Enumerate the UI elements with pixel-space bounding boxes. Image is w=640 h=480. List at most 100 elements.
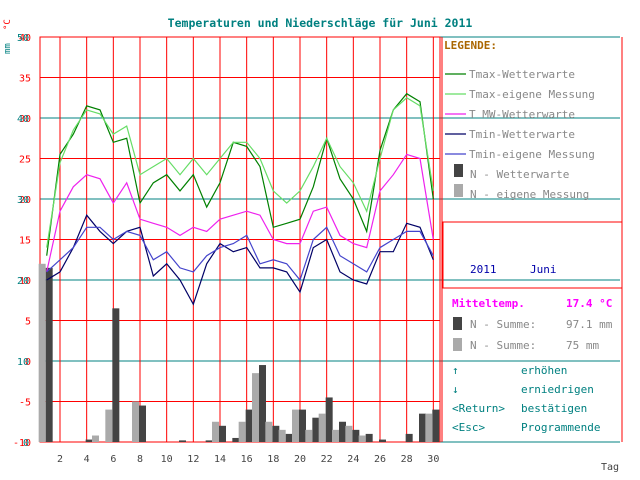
precip-bar — [325, 397, 333, 442]
precip-bar — [245, 409, 253, 442]
legend-item-label: Tmax-eigene Messung — [469, 88, 595, 101]
precip-bar — [92, 435, 99, 442]
precip-bar — [305, 429, 313, 442]
legend-item-label: Tmax-Wetterwarte — [469, 68, 575, 81]
sum2-swatch — [453, 338, 462, 351]
period-year: 2011 — [470, 263, 497, 276]
x-tick-label: 30 — [427, 454, 439, 465]
x-tick-label: 8 — [137, 454, 143, 465]
x-axis-label: Tag — [601, 462, 619, 473]
legend-item-label: N - eigene Messung — [470, 188, 589, 201]
precipitation-bars — [38, 263, 440, 442]
precip-bar — [299, 409, 306, 442]
precip-bar — [219, 425, 226, 442]
precip-bar — [105, 409, 113, 442]
precip-unit-label: mm — [3, 43, 13, 54]
x-tick-label: 6 — [110, 454, 116, 465]
precip-bar — [45, 267, 53, 442]
temp-tick-label: 10 — [19, 276, 31, 287]
precip-bar — [232, 437, 240, 442]
precip-bar — [205, 440, 213, 442]
x-tick-label: 26 — [374, 454, 386, 465]
precip-bar — [425, 413, 433, 442]
sum1-swatch — [453, 317, 462, 330]
x-tick-label: 4 — [84, 454, 90, 465]
control-action: bestätigen — [521, 402, 587, 415]
x-tick-label: 24 — [347, 454, 359, 465]
precip-bar — [212, 421, 219, 442]
precip-tick-label: 0 — [23, 438, 29, 449]
legend-item-label: Tmin-Wetterwarte — [469, 128, 575, 141]
x-tick-label: 12 — [187, 454, 199, 465]
temp-tick-label: 30 — [19, 114, 31, 125]
precip-tick-label: 30 — [17, 195, 29, 206]
legend-panel: LEGENDE: Tmax-Wetterwarte Tmax-eigene Mes… — [444, 39, 595, 201]
precip-bar — [272, 425, 280, 442]
legend-item-label: N - Wetterwarte — [470, 168, 569, 181]
precip-bar — [38, 263, 46, 442]
precip-bar — [265, 421, 273, 442]
precip-bar — [312, 417, 320, 442]
precip-bar — [292, 409, 299, 442]
precip-bar — [259, 365, 266, 442]
precip-sum-2-label: N - Summe: — [470, 339, 536, 352]
temp-tick-label: 35 — [19, 74, 31, 85]
control-key: <Return> — [452, 402, 505, 415]
control-key: <Esc> — [452, 421, 485, 434]
temperature-lines — [46, 92, 434, 306]
mean-temp-label: Mitteltemp. — [452, 297, 525, 310]
keyboard-controls: ↑ erhöhen ↓ erniedrigen <Return> bestätigen <E… — [452, 364, 600, 434]
precip-bar — [345, 425, 353, 442]
precip-sum-1-label: N - Summe: — [470, 318, 536, 331]
x-tick-label: 18 — [267, 454, 279, 465]
series-line — [46, 97, 434, 248]
legend-swatch — [454, 164, 463, 177]
precip-bar — [252, 373, 259, 442]
x-tick-label: 10 — [161, 454, 173, 465]
legend-swatch — [454, 184, 463, 197]
precip-bar — [339, 421, 346, 442]
precip-bar — [112, 308, 120, 442]
x-tick-label: 22 — [321, 454, 333, 465]
precip-tick-label: 40 — [17, 114, 29, 125]
precip-bar — [419, 413, 426, 442]
precip-bar — [365, 433, 373, 442]
precip-bar — [132, 401, 139, 442]
precip-bar — [139, 405, 146, 442]
precip-bar — [238, 421, 246, 442]
temp-tick-label: 25 — [19, 155, 31, 166]
legend-item-label: T MW-Wetterwarte — [469, 108, 575, 121]
precip-bar — [332, 429, 339, 442]
precip-tick-label: 20 — [17, 276, 29, 287]
control-action: erniedrigen — [521, 383, 594, 396]
x-tick-label: 28 — [401, 454, 413, 465]
series-line — [46, 153, 434, 273]
temp-tick-label: -5 — [19, 398, 31, 409]
x-tick-label: 20 — [294, 454, 306, 465]
stats-panel: Mitteltemp. 17.4 °C N - Summe: 97.1 mm N… — [452, 297, 613, 352]
control-key: ↑ — [452, 364, 459, 377]
control-action: erhöhen — [521, 364, 567, 377]
legend-heading: LEGENDE: — [444, 39, 497, 52]
period-box — [442, 221, 623, 289]
temp-tick-label: 40 — [19, 33, 31, 44]
precip-sum-2-value: 75 mm — [566, 339, 599, 352]
series-line — [46, 92, 434, 256]
control-key: ↓ — [452, 383, 459, 396]
precip-tick-label: 10 — [17, 357, 29, 368]
period-month: Juni — [530, 263, 557, 276]
temp-tick-label: 0 — [25, 357, 31, 368]
temp-unit-label: °C — [3, 19, 13, 30]
precip-tick-label: 50 — [17, 33, 29, 44]
x-tick-label: 2 — [57, 454, 63, 465]
precip-bar — [179, 440, 186, 442]
temp-tick-label: 5 — [25, 317, 31, 328]
precip-bar — [358, 435, 366, 442]
precip-sum-1-value: 97.1 mm — [566, 318, 613, 331]
temp-tick-label: -10 — [13, 438, 31, 449]
precip-bar — [85, 439, 93, 442]
temp-tick-label: 20 — [19, 195, 31, 206]
precip-bar — [278, 429, 286, 442]
